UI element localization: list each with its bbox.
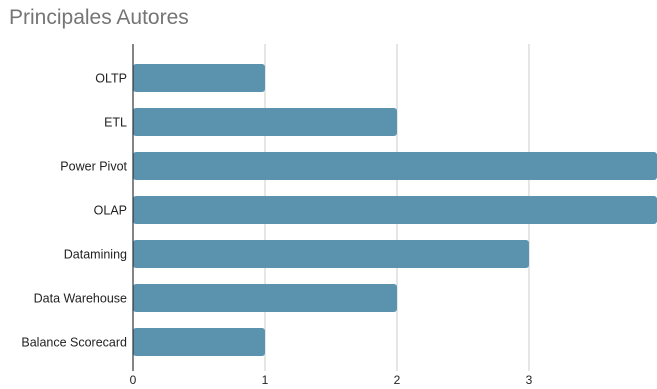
x-tick-label-3: 3 (526, 373, 533, 387)
bar-datamining (133, 240, 529, 268)
category-label-etl: ETL (104, 116, 127, 130)
x-tick-label-1: 1 (262, 373, 269, 387)
category-label-balance-scorecard: Balance Scorecard (21, 336, 127, 350)
x-tick-label-2: 2 (394, 373, 401, 387)
category-label-power-pivot: Power Pivot (60, 160, 127, 174)
bar-data-warehouse (133, 284, 397, 312)
bars (133, 64, 657, 356)
bar-oltp (133, 64, 265, 92)
category-label-data-warehouse: Data Warehouse (34, 292, 127, 306)
bar-etl (133, 108, 397, 136)
bar-power-pivot (133, 152, 657, 180)
x-tick-labels: 0 1 2 3 (130, 373, 533, 387)
x-tick-label-0: 0 (130, 373, 137, 387)
category-label-datamining: Datamining (64, 248, 127, 262)
bar-balance-scorecard (133, 328, 265, 356)
category-label-olap: OLAP (94, 204, 127, 218)
chart-title: Principales Autores (9, 6, 189, 29)
bar-olap (133, 196, 657, 224)
category-label-oltp: OLTP (95, 72, 127, 86)
category-labels: OLTP ETL Power Pivot OLAP Datamining Data War… (21, 72, 127, 350)
